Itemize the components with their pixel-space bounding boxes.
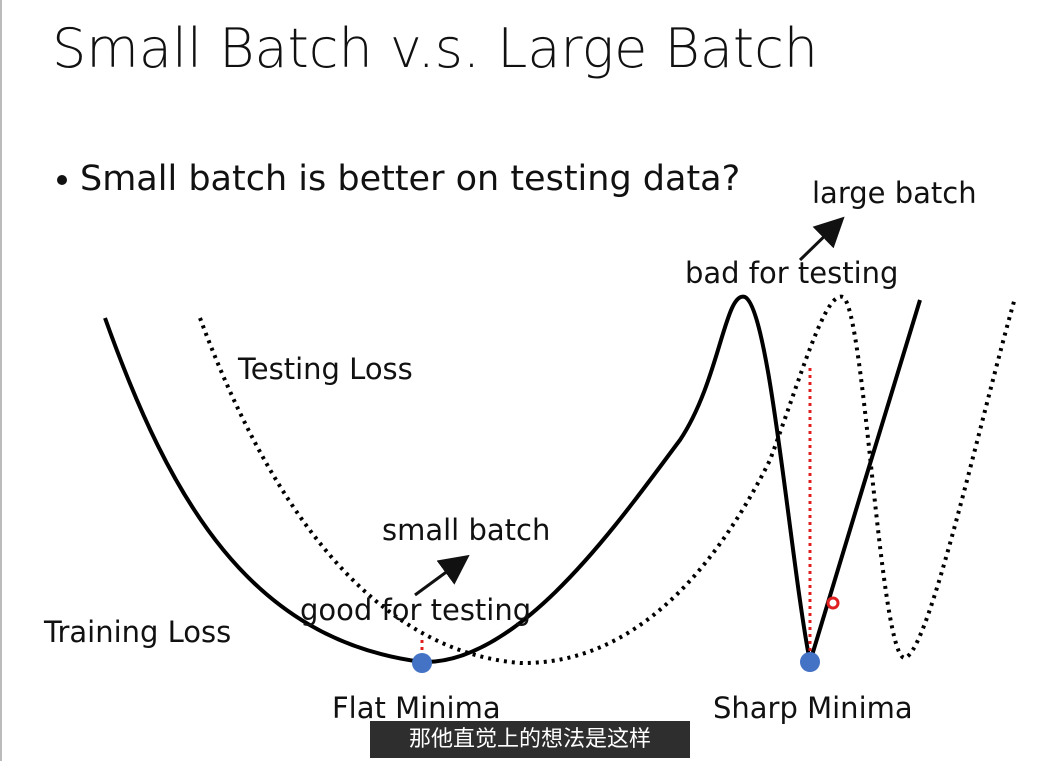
subtitle-box — [370, 721, 690, 758]
label: bad for testing — [685, 256, 898, 290]
bullet-dot — [57, 175, 67, 185]
label: Testing Loss — [237, 352, 413, 386]
subtitle: 那他直觉上的想法是这样 — [409, 727, 651, 752]
sharp-minimum-dot — [800, 652, 820, 672]
label: small batch — [382, 513, 550, 547]
training-loss-curve — [103, 294, 922, 665]
label: good for testing — [300, 593, 531, 627]
flat-minimum-dot — [412, 653, 432, 673]
slide-title: Small Batch v.s. Large Batch — [52, 17, 818, 80]
arrow — [798, 216, 845, 262]
label: Training Loss — [43, 615, 231, 649]
label: Sharp Minima — [713, 691, 913, 725]
test-point — [826, 596, 840, 610]
label: Flat Minima — [332, 691, 501, 725]
arrow — [414, 554, 470, 597]
bullet-text: Small batch is better on testing data? — [80, 159, 740, 199]
label: large batch — [812, 176, 977, 210]
